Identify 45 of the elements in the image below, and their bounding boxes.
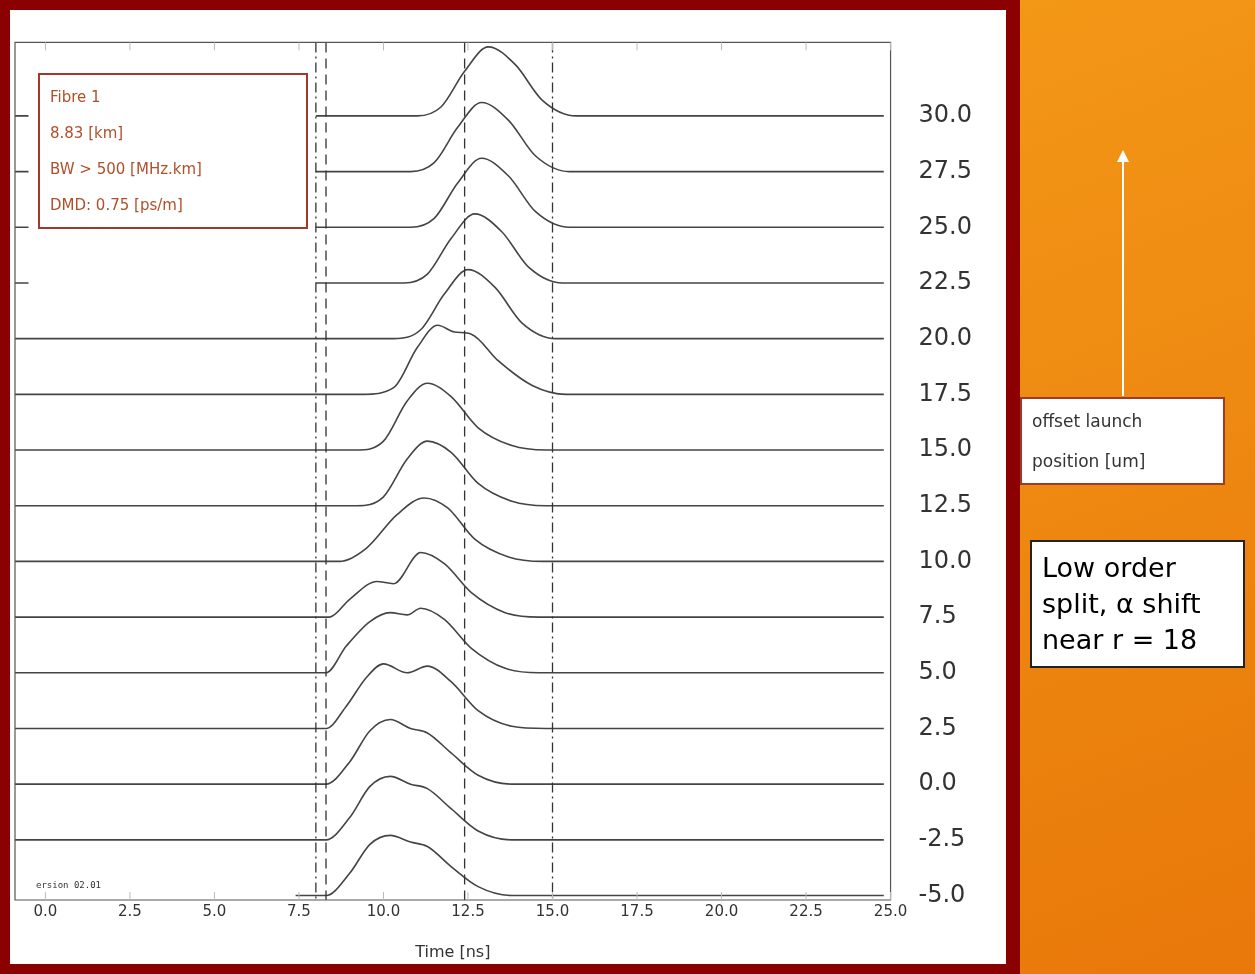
y-axis-title: offset launch position [um] (1020, 397, 1225, 485)
y-tick-label: 25.0 (918, 211, 972, 240)
y-tick-label: -5.0 (918, 879, 966, 908)
annotation: ersion 02.01 (36, 880, 102, 890)
line-series (15, 497, 885, 563)
x-tick-label: 2.5 (118, 901, 142, 920)
callout-box: Low order split, α shift near r = 18 (1030, 540, 1245, 668)
y-tick-label: 27.5 (918, 155, 972, 184)
y-tick-label: -2.5 (918, 824, 966, 853)
annotation: 8.83 [km] (50, 123, 125, 144)
line-series (15, 551, 885, 618)
line-series (15, 718, 885, 785)
y-tick-label: 15.0 (918, 434, 972, 463)
x-tick-label: 7.5 (287, 901, 311, 920)
x-tick-label: 10.0 (366, 901, 401, 920)
line-series (15, 440, 885, 507)
y-tick-label: 7.5 (918, 601, 957, 630)
x-tick-label: 12.5 (451, 901, 485, 920)
annotation: DMD: 0.75 [ps/m] (50, 195, 184, 216)
line-series (15, 324, 885, 396)
annotation: BW > 500 [MHz.km] (50, 159, 203, 180)
x-axis-title: Time [ns] (415, 942, 491, 961)
y-tick-label: 17.5 (918, 378, 972, 407)
y-tick-label: 5.0 (918, 657, 957, 686)
x-tick-label: 25.0 (873, 901, 908, 920)
y-tick-label: 20.0 (918, 322, 972, 351)
x-tick-label: 20.0 (704, 901, 739, 920)
x-tick-label: 15.0 (535, 901, 570, 920)
annotation: Fibre 1 (50, 87, 102, 108)
line-series (15, 607, 885, 674)
line-series (15, 775, 885, 841)
line-series (15, 382, 885, 451)
x-tick-label: 17.5 (620, 901, 654, 920)
y-tick-label: 0.0 (918, 768, 957, 797)
line-series (294, 834, 885, 897)
y-tick-label: 2.5 (918, 712, 957, 741)
y-tick-label: 12.5 (918, 489, 972, 518)
x-tick-label: 22.5 (789, 901, 823, 920)
y-tick-label: 30.0 (918, 100, 972, 129)
line-series (15, 663, 885, 730)
line-series (15, 268, 885, 340)
x-tick-label: 0.0 (33, 901, 58, 920)
x-tick-label: 5.0 (202, 901, 227, 920)
y-tick-label: 22.5 (918, 267, 972, 296)
y-tick-label: 10.0 (918, 545, 972, 574)
